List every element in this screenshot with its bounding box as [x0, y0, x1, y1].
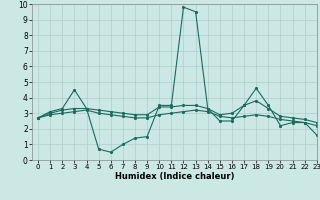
X-axis label: Humidex (Indice chaleur): Humidex (Indice chaleur) — [115, 172, 234, 181]
